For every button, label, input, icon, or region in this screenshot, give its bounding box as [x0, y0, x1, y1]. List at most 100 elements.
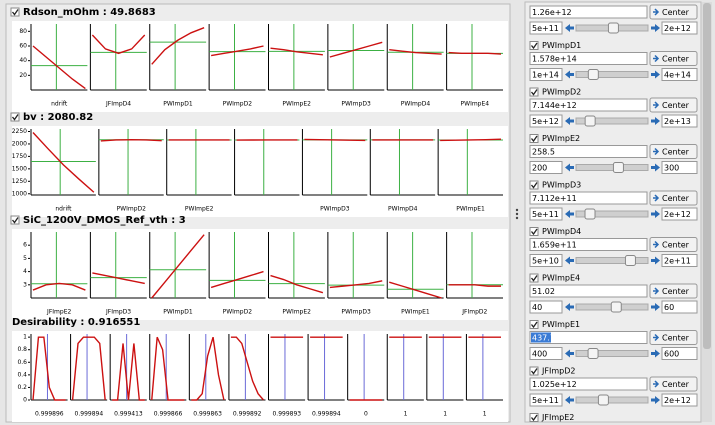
center-label: Center — [662, 241, 690, 250]
y-tick-label: 0.2 — [17, 384, 27, 391]
checkbox[interactable] — [529, 366, 539, 376]
center-button[interactable] — [649, 190, 698, 206]
min-field[interactable] — [529, 393, 563, 407]
splitter-dot[interactable] — [515, 208, 519, 212]
param-name: PWImpE2 — [542, 134, 580, 143]
center-button[interactable] — [649, 144, 698, 159]
checkbox[interactable] — [529, 273, 539, 283]
min-field[interactable] — [529, 21, 563, 35]
value-field[interactable] — [529, 331, 648, 344]
left-arrow[interactable] — [565, 163, 574, 172]
slider-track[interactable] — [575, 210, 649, 218]
center-button[interactable] — [649, 51, 698, 66]
min-field[interactable] — [529, 300, 563, 314]
left-arrow[interactable] — [565, 70, 574, 79]
section-title: Desirability : 0.916551 — [12, 317, 140, 328]
max-field[interactable] — [661, 21, 698, 35]
slider-thumb[interactable] — [610, 301, 622, 313]
checkbox[interactable] — [529, 320, 539, 329]
checkbox[interactable] — [529, 87, 539, 97]
right-arrow[interactable] — [651, 24, 660, 32]
slider-track[interactable] — [575, 350, 649, 357]
slider-thumb[interactable] — [587, 69, 599, 80]
min-field[interactable] — [529, 161, 563, 174]
x-axis-label: 0.999863 — [193, 411, 222, 418]
slider-thumb[interactable] — [584, 115, 596, 127]
value-field[interactable] — [529, 145, 648, 158]
left-arrow[interactable] — [565, 117, 574, 125]
left-arrow[interactable] — [565, 256, 574, 265]
value-field[interactable] — [529, 284, 648, 298]
checkbox[interactable] — [10, 215, 20, 225]
checkbox[interactable] — [10, 112, 20, 122]
y-tick-label: 1750 — [12, 153, 27, 160]
left-arrow[interactable] — [565, 303, 574, 311]
max-field[interactable] — [661, 161, 698, 174]
slider-thumb[interactable] — [584, 208, 596, 220]
max-field[interactable] — [661, 347, 698, 360]
max-field[interactable] — [661, 114, 698, 128]
center-button[interactable] — [649, 4, 698, 20]
slider-track[interactable] — [575, 257, 649, 264]
slider-thumb[interactable] — [587, 348, 599, 359]
center-button[interactable] — [649, 237, 698, 252]
min-field[interactable] — [529, 68, 563, 81]
left-arrow[interactable] — [565, 24, 574, 32]
max-field[interactable] — [661, 300, 698, 314]
right-arrow[interactable] — [651, 303, 660, 311]
scrollbar-thumb[interactable] — [703, 3, 711, 349]
value-field[interactable] — [529, 98, 648, 112]
value-field[interactable] — [529, 5, 648, 19]
max-text: 2e+12 — [664, 24, 691, 33]
right-arrow[interactable] — [651, 117, 660, 125]
slider-track[interactable] — [575, 396, 649, 404]
max-field[interactable] — [661, 254, 698, 267]
right-arrow[interactable] — [651, 70, 660, 79]
slider-thumb[interactable] — [597, 394, 609, 406]
response-curve — [389, 48, 442, 55]
checkbox[interactable] — [529, 41, 539, 50]
slider-track[interactable] — [575, 164, 649, 171]
min-field[interactable] — [529, 254, 563, 267]
max-field[interactable] — [661, 68, 698, 81]
value-field[interactable] — [529, 377, 648, 391]
min-field[interactable] — [529, 114, 563, 128]
checkbox[interactable] — [10, 7, 20, 17]
slider-track[interactable] — [575, 117, 649, 125]
splitter-dot[interactable] — [515, 216, 519, 220]
checkmark — [530, 275, 538, 282]
slider-thumb[interactable] — [607, 22, 619, 34]
value-field[interactable] — [529, 238, 648, 251]
checkbox[interactable] — [529, 227, 539, 236]
response-curve — [440, 138, 502, 142]
x-axis-label: ndrift — [51, 101, 68, 108]
left-arrow[interactable] — [565, 349, 574, 358]
slider-track[interactable] — [575, 71, 649, 78]
right-arrow[interactable] — [651, 210, 660, 218]
right-arrow[interactable] — [651, 163, 660, 172]
value-field[interactable] — [529, 191, 648, 205]
min-field[interactable] — [529, 347, 563, 360]
center-button[interactable] — [649, 376, 698, 392]
checkbox[interactable] — [529, 134, 539, 143]
left-arrow[interactable] — [565, 210, 574, 218]
value-field[interactable] — [529, 52, 648, 65]
center-button[interactable] — [649, 97, 698, 113]
left-arrow[interactable] — [565, 396, 574, 404]
right-arrow[interactable] — [651, 349, 660, 358]
max-field[interactable] — [661, 393, 698, 407]
checkbox[interactable] — [529, 413, 539, 422]
max-field[interactable] — [661, 207, 698, 221]
right-arrow[interactable] — [651, 396, 660, 404]
slider-thumb[interactable] — [612, 162, 624, 173]
checkmark — [530, 135, 538, 143]
max-text: 2e+11 — [664, 257, 691, 266]
center-button[interactable] — [649, 283, 698, 299]
splitter-dot[interactable] — [515, 212, 519, 216]
min-field[interactable] — [529, 207, 563, 221]
checkbox[interactable] — [529, 180, 539, 190]
y-tick-label: 60 — [19, 43, 27, 50]
center-button[interactable] — [649, 330, 698, 345]
slider-thumb[interactable] — [624, 255, 636, 266]
right-arrow[interactable] — [651, 256, 660, 265]
